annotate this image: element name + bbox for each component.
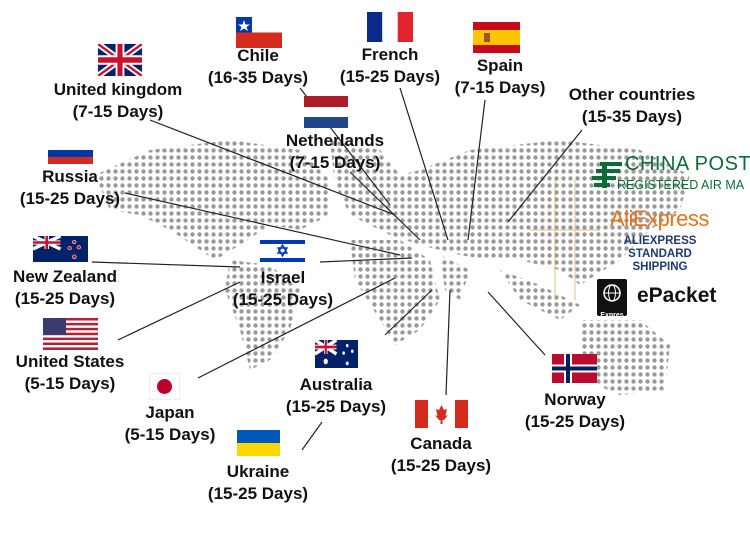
spain-flag-icon xyxy=(473,22,520,53)
destination-label-norway: Norway (15-25 Days) xyxy=(525,389,625,433)
delivery-days: (15-25 Days) xyxy=(390,456,492,475)
new-zealand-flag-icon xyxy=(33,236,88,262)
line-israel xyxy=(319,257,413,263)
line-japan xyxy=(197,277,396,379)
country-name: Australia xyxy=(299,375,373,394)
delivery-days: (5-15 Days) xyxy=(24,374,116,393)
line-australia xyxy=(384,289,433,336)
australia-flag-icon xyxy=(315,340,358,368)
epacket-badge-text: Expres xyxy=(600,312,624,319)
line-ukraine xyxy=(301,421,323,451)
delivery-days: (7-15 Days) xyxy=(289,153,381,172)
country-name: Israel xyxy=(260,268,306,287)
destination-label-netherlands: Netherlands (7-15 Days) xyxy=(286,130,384,174)
china-post-logo-icon xyxy=(592,162,622,188)
chile-flag-icon xyxy=(236,17,282,48)
destination-label-french: French (15-25 Days) xyxy=(340,44,440,88)
line-united-states xyxy=(117,281,241,341)
country-name: Ukraine xyxy=(226,462,290,481)
country-name: Russia xyxy=(42,167,98,186)
ukraine-flag-icon xyxy=(237,430,280,456)
delivery-days: (5-15 Days) xyxy=(124,425,216,444)
country-name: Japan xyxy=(145,403,195,422)
russia-flag-icon xyxy=(48,143,93,164)
aliexpress-logo: AliExpress xyxy=(610,206,709,231)
delivery-days: (15-25 Days) xyxy=(14,289,116,308)
destination-label-japan: Japan (5-15 Days) xyxy=(125,402,216,446)
us-flag-icon xyxy=(43,318,98,350)
china-post-title: CHINA POST xyxy=(625,153,750,175)
aliexpress-subtitle: ALIEXPRESS STANDARD SHIPPING xyxy=(600,235,720,274)
uk-flag-icon xyxy=(98,44,142,76)
delivery-days: (15-25 Days) xyxy=(339,67,441,86)
delivery-days: (7-15 Days) xyxy=(454,78,546,97)
destination-label-other-countries: Other countries (15-35 Days) xyxy=(569,84,696,128)
decorative-guides xyxy=(530,180,600,300)
line-united-kingdom xyxy=(149,119,396,216)
country-name: Netherlands xyxy=(285,131,385,150)
destination-label-israel: Israel (15-25 Days) xyxy=(233,267,333,311)
delivery-days: (16-35 Days) xyxy=(207,68,309,87)
connector-lines xyxy=(91,87,583,451)
delivery-days: (7-15 Days) xyxy=(72,102,164,121)
line-netherlands xyxy=(349,171,421,241)
epacket-title: ePacket xyxy=(637,284,717,307)
israel-flag-icon xyxy=(260,237,305,265)
line-russia xyxy=(124,192,401,256)
destination-label-russia: Russia (15-25 Days) xyxy=(20,166,120,210)
line-other xyxy=(507,129,583,223)
japan-flag-icon xyxy=(149,373,180,400)
line-norway xyxy=(487,291,546,356)
country-name: Chile xyxy=(237,46,279,65)
line-new-zealand xyxy=(91,261,241,268)
country-name: French xyxy=(361,45,419,64)
country-name: New Zealand xyxy=(13,267,117,286)
globe-icon xyxy=(603,284,621,302)
destination-label-united-states: United States (5-15 Days) xyxy=(16,351,125,395)
destination-label-canada: Canada (15-25 Days) xyxy=(391,433,491,477)
aliexpress-subtitle-line-2: STANDARD SHIPPING xyxy=(628,248,692,273)
destination-label-australia: Australia (15-25 Days) xyxy=(286,374,386,418)
delivery-days: (15-25 Days) xyxy=(524,412,626,431)
china-post-subtitle: REGISTERED AIR MA xyxy=(617,178,745,192)
line-spain xyxy=(467,99,486,241)
canada-flag-icon xyxy=(415,400,468,428)
aliexpress-subtitle-line-1: ALIEXPRESS xyxy=(623,235,697,247)
delivery-days: (15-25 Days) xyxy=(207,484,309,503)
netherlands-flag-icon xyxy=(304,96,348,128)
destination-label-spain: Spain (7-15 Days) xyxy=(455,55,546,99)
destination-label-new-zealand: New Zealand (15-25 Days) xyxy=(13,266,117,310)
destination-label-chile: Chile (16-35 Days) xyxy=(208,45,308,89)
country-name: Norway xyxy=(544,390,606,409)
norway-flag-icon xyxy=(552,354,597,383)
delivery-days: (15-25 Days) xyxy=(232,290,334,309)
country-name: Other countries xyxy=(568,85,696,104)
country-name: Spain xyxy=(476,56,524,75)
france-flag-icon xyxy=(367,12,413,42)
country-name: United kingdom xyxy=(53,80,183,99)
epacket-logo-icon: Expres xyxy=(597,279,627,319)
delivery-days: (15-25 Days) xyxy=(19,189,121,208)
country-name: Canada xyxy=(410,434,472,453)
line-canada xyxy=(445,289,451,396)
delivery-days: (15-25 Days) xyxy=(285,397,387,416)
destination-label-ukraine: Ukraine (15-25 Days) xyxy=(208,461,308,505)
line-french xyxy=(399,87,449,241)
country-name: United States xyxy=(15,352,125,371)
destination-label-united-kingdom: United kingdom (7-15 Days) xyxy=(54,79,182,123)
delivery-days: (15-35 Days) xyxy=(581,107,683,126)
